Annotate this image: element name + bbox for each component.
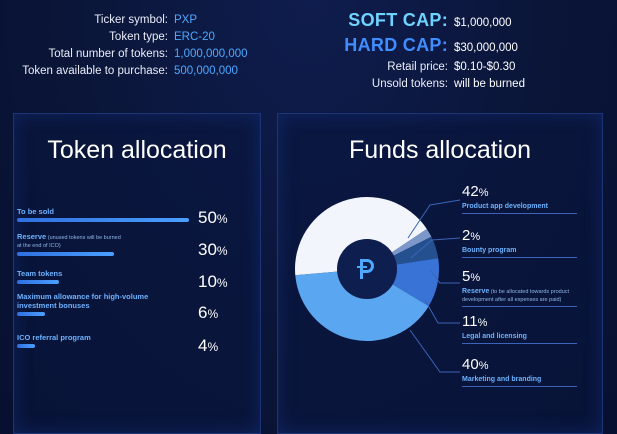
pie-slice-marketing-and-branding [295, 269, 429, 341]
fund-divider [462, 343, 577, 344]
fund-percent: 40% [462, 356, 489, 373]
fund-item: 11% Legal and licensing [462, 313, 577, 344]
unsold-tokens-label: Unsold tokens: [371, 78, 448, 90]
cap-info: SOFT CAP: $1,000,000 HARD CAP: $30,000,0… [332, 9, 612, 93]
allocation-sublabel: investment bonuses [17, 301, 90, 310]
allocation-bar [17, 218, 189, 222]
pxp-p-logo-icon [340, 244, 389, 293]
available-tokens-value: 500,000,000 [174, 65, 238, 77]
fund-label: Reserve (to be allocated towards product [462, 288, 570, 295]
fund-item: 42% Product app development [462, 183, 577, 214]
allocation-label: To be sold [17, 207, 54, 216]
pie-slice-product-app-development [295, 197, 427, 276]
allocation-item: Team tokens [17, 269, 245, 284]
available-tokens-row: Token available to purchase: 500,000,000 [0, 63, 300, 80]
hard-cap-value: $30,000,000 [454, 42, 518, 54]
allocation-bar [17, 280, 59, 284]
fund-divider [462, 257, 577, 258]
ticker-value: PXP [174, 14, 198, 26]
allocation-percent: 30% [198, 240, 228, 259]
retail-price-label: Retail price: [387, 61, 448, 73]
fund-label: Bounty program [462, 247, 517, 254]
funds-allocation-title: Funds allocation [348, 136, 532, 164]
fund-divider [462, 306, 577, 307]
available-tokens-label: Token available to purchase: [22, 65, 168, 77]
unsold-tokens-value: will be burned [454, 78, 525, 90]
token-info: Ticker symbol: PXP Token type: ERC-20 To… [0, 12, 300, 80]
ticker-label: Ticker symbol: [94, 14, 168, 26]
allocation-bar [17, 312, 45, 316]
allocation-item: Reserve (unused tokens will be burned at… [17, 232, 245, 256]
fund-item: 40% Marketing and branding [462, 356, 577, 387]
allocation-sublabel: at the end of ICO) [17, 243, 61, 249]
token-type-row: Token type: ERC-20 [0, 29, 300, 46]
total-tokens-row: Total number of tokens: 1,000,000,000 [0, 46, 300, 63]
retail-price-value: $0.10-$0.30 [454, 61, 516, 73]
fund-divider [462, 386, 577, 387]
allocation-item: Maximum allowance for high-volume invest… [17, 292, 245, 316]
soft-cap-label: SOFT CAP: [348, 10, 448, 30]
fund-label: Marketing and branding [462, 376, 542, 383]
allocation-label: Maximum allowance for high-volume [17, 292, 149, 301]
fund-percent: 11% [462, 313, 488, 330]
allocation-percent: 4% [198, 336, 219, 355]
fund-label: Product app development [462, 203, 548, 210]
allocation-percent: 10% [198, 272, 228, 291]
fund-item: 2% Bounty program [462, 227, 577, 258]
total-tokens-value: 1,000,000,000 [174, 48, 248, 60]
soft-cap-value: $1,000,000 [454, 17, 512, 29]
token-type-value: ERC-20 [174, 31, 215, 43]
allocation-label: Reserve (unused tokens will be burned [17, 232, 121, 241]
allocation-bar [17, 252, 114, 256]
allocation-item: To be sold [17, 207, 245, 222]
fund-percent: 5% [462, 268, 481, 285]
allocation-percent: 6% [198, 303, 219, 322]
soft-cap-row: SOFT CAP: $1,000,000 [332, 9, 612, 34]
hard-cap-label: HARD CAP: [344, 35, 448, 55]
fund-divider [462, 213, 577, 214]
fund-percent: 2% [462, 227, 481, 244]
hard-cap-row: HARD CAP: $30,000,000 [332, 34, 612, 59]
fund-label: Legal and licensing [462, 333, 527, 340]
total-tokens-label: Total number of tokens: [48, 48, 168, 60]
allocation-label: Team tokens [17, 269, 63, 278]
token-allocation-title: Token allocation [47, 136, 227, 164]
token-type-label: Token type: [109, 31, 168, 43]
unsold-tokens-row: Unsold tokens: will be burned [332, 76, 612, 93]
allocation-bar [17, 344, 35, 348]
fund-item: 5% Reserve (to be allocated towards prod… [462, 268, 577, 307]
retail-price-row: Retail price: $0.10-$0.30 [332, 59, 612, 76]
fund-sublabel: development after all expenses are paid) [462, 297, 562, 303]
ticker-row: Ticker symbol: PXP [0, 12, 300, 29]
allocation-label: ICO referral program [17, 333, 91, 342]
fund-percent: 42% [462, 183, 489, 200]
allocation-item: ICO referral program [17, 333, 245, 348]
allocation-percent: 50% [198, 208, 228, 227]
